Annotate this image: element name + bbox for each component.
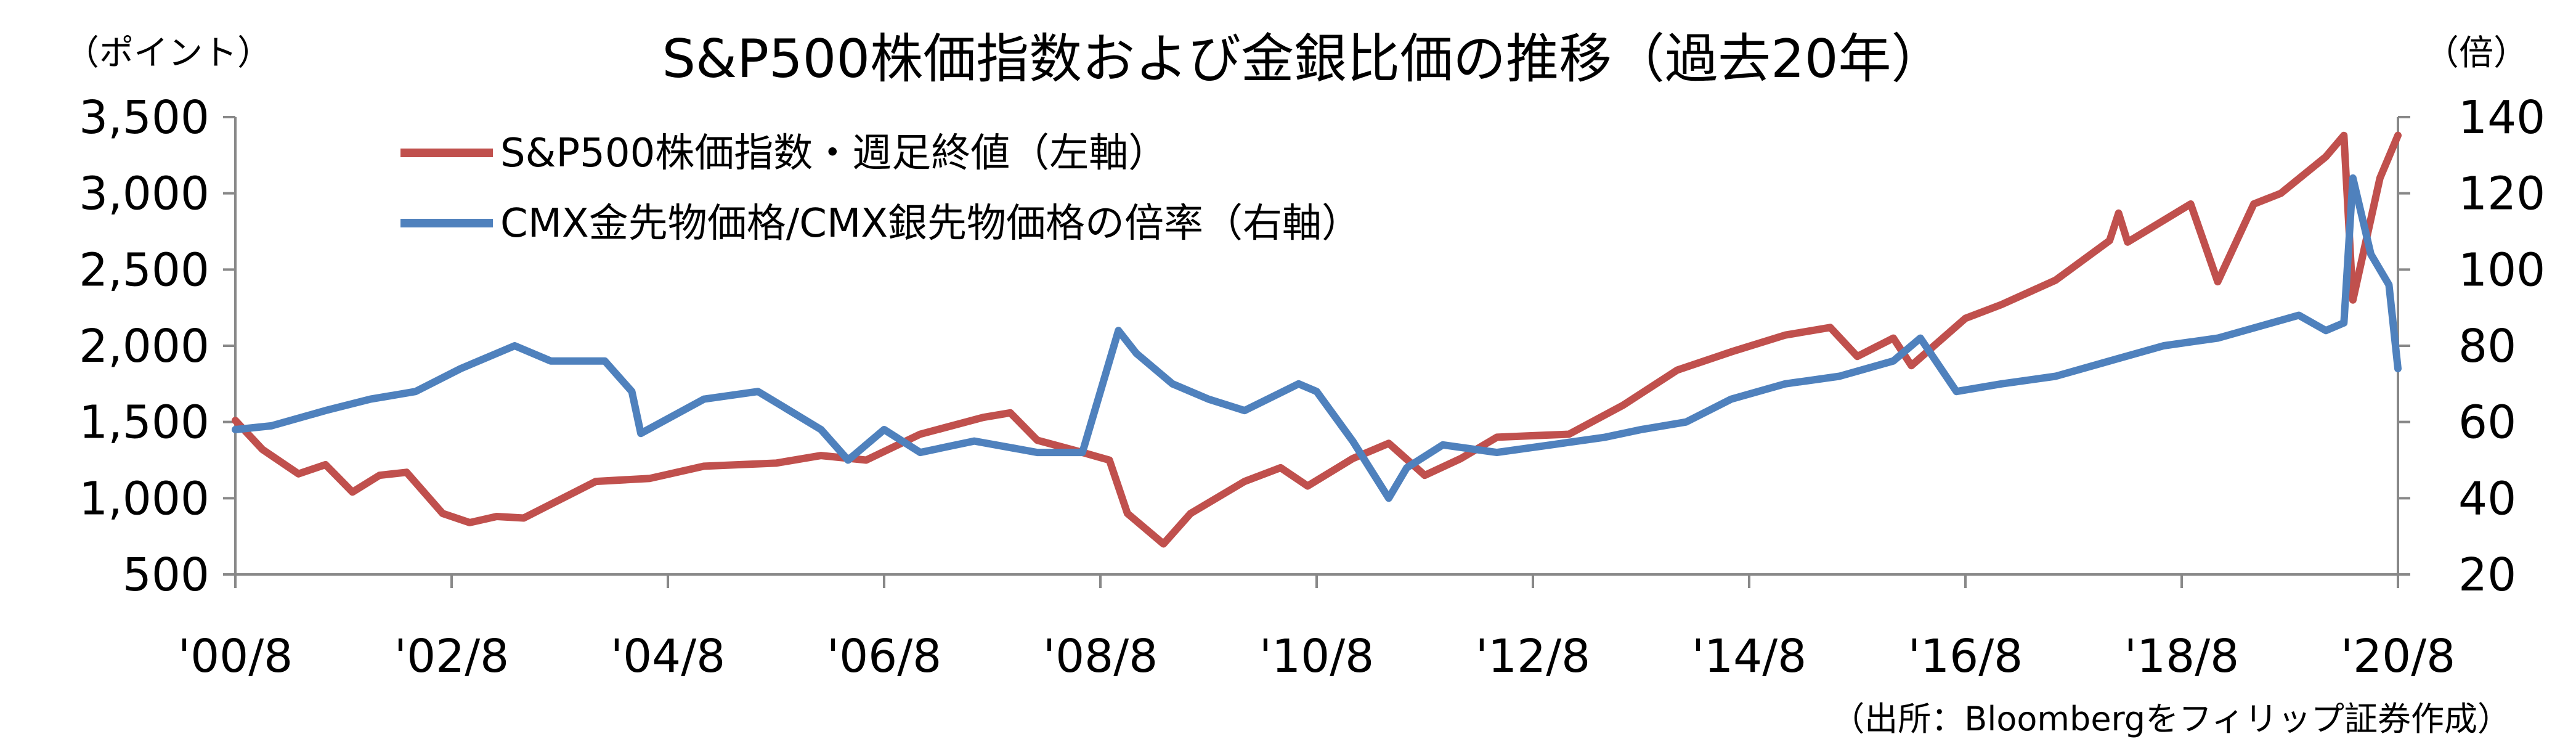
x-axis-tick-label: '06/8 [827, 630, 942, 683]
plot-area: 500 1,000 1,500 2,000 2,500 3,000 3,500 20 40 60… [79, 91, 2545, 683]
x-axis-tick-marks [234, 574, 2399, 588]
legend-label-gold-silver: CMX金先物価格/CMX銀先物価格の倍率（右軸） [500, 201, 1361, 247]
legend-label-sp500: S&P500株価指数・週足終値（左軸） [500, 131, 1168, 176]
left-axis-unit: （ポイント） [65, 33, 272, 73]
left-axis-tick-labels: 500 1,000 1,500 2,000 2,500 3,000 3,500 [79, 91, 235, 602]
x-axis-tick-label: '08/8 [1043, 630, 1158, 683]
x-axis-tick-label: '20/8 [2341, 630, 2456, 683]
x-axis-tick-label: '10/8 [1259, 630, 1375, 683]
x-axis-tick-label: '04/8 [611, 630, 726, 683]
legend: S&P500株価指数・週足終値（左軸） CMX金先物価格/CMX銀先物価格の倍率… [400, 131, 1361, 247]
x-axis-tick-label: '14/8 [1692, 630, 1807, 683]
left-axis-tick-label: 3,000 [79, 168, 209, 221]
source-note: （出所：Bloombergをフィリップ証券作成） [1831, 700, 2511, 738]
left-axis-tick-label: 3,500 [79, 91, 209, 144]
right-axis-tick-label: 40 [2458, 472, 2516, 525]
gold-silver-ratio-line [232, 174, 2402, 502]
left-axis-tick-label: 2,500 [79, 243, 209, 296]
series-layer [232, 131, 2402, 548]
left-axis-tick-label: 1,000 [79, 472, 209, 525]
x-axis-tick-label: '12/8 [1476, 630, 1591, 683]
right-axis-tick-label: 140 [2458, 91, 2545, 144]
right-axis-tick-label: 20 [2458, 549, 2516, 602]
right-axis-unit: （倍） [2424, 33, 2528, 73]
right-axis-tick-label: 120 [2458, 168, 2545, 221]
right-axis-tick-labels: 20 40 60 80 100 120 140 [2398, 91, 2545, 602]
x-axis-tick-labels: '00/8 '02/8 '04/8 '06/8 '08/8 '10/8 '12/8 '14/8… [178, 630, 2456, 683]
left-axis-tick-label: 1,500 [79, 396, 209, 449]
x-axis-tick-label: '18/8 [2124, 630, 2240, 683]
sp500-line [232, 131, 2402, 548]
x-axis-tick-label: '02/8 [394, 630, 510, 683]
right-axis-tick-label: 60 [2458, 396, 2516, 449]
x-axis-tick-label: '16/8 [1908, 630, 2023, 683]
left-axis-tick-label: 500 [123, 549, 209, 602]
right-axis-tick-label: 100 [2458, 243, 2545, 296]
x-axis-tick-label: '00/8 [178, 630, 293, 683]
right-axis-tick-label: 80 [2458, 320, 2516, 373]
left-axis-tick-label: 2,000 [79, 320, 209, 373]
chart-title: S&P500株価指数および金銀比価の推移（過去20年） [662, 28, 1944, 90]
